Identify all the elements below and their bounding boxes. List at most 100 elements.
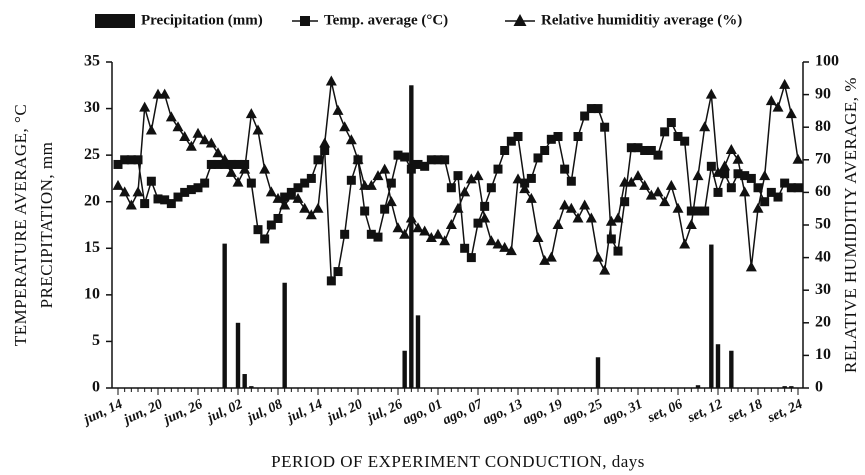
humidity-marker — [232, 176, 244, 187]
temp-marker — [553, 132, 563, 142]
humidity-marker — [205, 137, 217, 148]
precipitation-bar — [282, 282, 287, 388]
x-tick-label: jun, 14 — [80, 397, 125, 429]
temp-marker — [753, 183, 763, 193]
temp-marker — [700, 206, 710, 216]
y2-tick-label: 100 — [815, 53, 839, 70]
y-tick-label: 35 — [84, 53, 100, 70]
temp-marker — [380, 204, 390, 214]
temp-marker — [740, 171, 750, 181]
humidity-marker — [499, 241, 511, 252]
humidity-marker — [139, 101, 151, 112]
temp-marker — [513, 132, 523, 142]
temp-marker — [746, 173, 756, 183]
humidity-marker — [212, 147, 224, 158]
humidity-marker — [159, 88, 171, 99]
temp-marker — [780, 178, 790, 188]
humidity-marker — [292, 192, 304, 203]
temp-marker — [526, 173, 536, 183]
temp-marker — [226, 159, 236, 169]
humidity-marker — [732, 153, 744, 164]
temp-marker — [640, 145, 650, 155]
x-tick-label: jun, 26 — [160, 397, 205, 429]
temp-marker — [520, 178, 530, 188]
humidity-marker — [325, 75, 337, 86]
temp-marker — [706, 161, 716, 171]
humidity-marker — [299, 202, 311, 213]
temp-marker — [160, 195, 170, 205]
humidity-marker — [605, 215, 617, 226]
humidity-marker — [459, 186, 471, 197]
legend-label: Relative humiditiy average (%) — [541, 12, 742, 28]
temp-marker — [480, 201, 490, 211]
legend-label: Temp. average (°C) — [324, 12, 448, 28]
humidity-marker — [565, 202, 577, 213]
temp-marker — [120, 155, 130, 165]
temp-marker — [173, 192, 183, 202]
humidity-marker — [772, 101, 784, 112]
y-tick-label: 25 — [84, 146, 100, 163]
humidity-marker — [532, 232, 544, 243]
humidity-marker — [645, 189, 657, 200]
y-axis-title: PRECIPITATION, mm — [37, 142, 56, 309]
temp-marker — [280, 192, 290, 202]
temp-marker — [533, 153, 543, 163]
humidity-marker — [572, 212, 584, 223]
temp-marker — [140, 199, 150, 209]
humidity-marker — [599, 264, 611, 275]
humidity-marker — [112, 179, 124, 190]
humidity-marker — [512, 173, 524, 184]
temp-marker — [180, 187, 190, 197]
temp-marker — [366, 229, 376, 239]
humidity-marker — [445, 219, 457, 229]
x-tick-label: set, 24 — [765, 397, 805, 426]
y2-tick-label: 40 — [815, 248, 831, 265]
temp-marker — [773, 192, 783, 202]
x-tick-label: jul, 08 — [244, 397, 285, 427]
temp-marker — [393, 150, 403, 160]
temp-marker — [386, 178, 396, 188]
humidity-marker — [165, 111, 177, 122]
temp-marker — [766, 187, 776, 197]
temp-marker — [186, 185, 196, 195]
temp-marker — [660, 127, 670, 137]
temp-marker — [146, 176, 156, 186]
humidity-marker — [759, 170, 771, 181]
temp-marker — [300, 178, 310, 188]
y2-tick-label: 0 — [815, 379, 823, 396]
humidity-marker — [665, 179, 677, 190]
humidity-marker — [779, 78, 791, 89]
humidity-marker — [525, 192, 537, 203]
humidity-marker — [332, 104, 344, 115]
temp-marker — [540, 145, 550, 155]
humidity-marker — [685, 219, 697, 229]
x-tick-label: set, 06 — [645, 397, 685, 426]
humidity-marker — [592, 251, 604, 262]
y-tick-label: 15 — [84, 239, 100, 256]
precipitation-bar — [222, 243, 227, 388]
precipitation-bar — [235, 322, 241, 388]
precipitation-bar — [595, 357, 601, 388]
humidity-marker — [652, 186, 664, 197]
precipitation-bar — [402, 350, 407, 388]
humidity-marker — [585, 212, 597, 223]
precipitation-bar — [409, 85, 414, 389]
temp-marker — [606, 234, 616, 244]
humidity-marker — [279, 199, 291, 210]
temp-marker — [373, 232, 383, 242]
humidity-marker — [392, 222, 404, 233]
humidity-marker — [705, 88, 717, 99]
temp-marker — [680, 136, 690, 146]
y2-tick-label: 20 — [815, 313, 831, 330]
precipitation-bar — [789, 386, 794, 388]
y-axis-title: TEMPERATURE AVERAGE, °C — [11, 104, 30, 346]
humidity-marker — [305, 209, 317, 220]
humidity-marker — [379, 163, 391, 174]
temp-marker — [340, 229, 350, 239]
temp-marker — [506, 136, 516, 146]
legend: Precipitation (mm) Temp. average (°C) Rela… — [95, 12, 742, 28]
y2-tick-label: 70 — [815, 150, 831, 167]
temp-marker — [793, 183, 803, 193]
humidity-marker — [345, 134, 357, 145]
